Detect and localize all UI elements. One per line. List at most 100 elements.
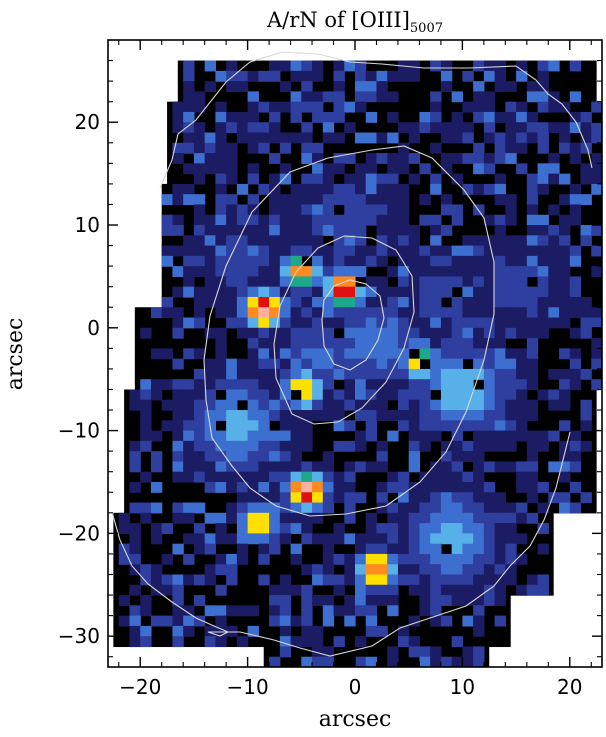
heatmap-cell xyxy=(483,553,496,565)
heatmap-cell xyxy=(505,543,517,555)
heatmap-cell xyxy=(430,276,442,288)
heatmap-cell xyxy=(397,348,410,360)
heatmap-cell xyxy=(150,389,163,401)
heatmap-cell xyxy=(226,81,238,92)
heatmap-cell xyxy=(301,81,313,92)
heatmap-cell xyxy=(526,317,539,329)
heatmap-cell xyxy=(183,512,195,524)
heatmap-cell xyxy=(462,122,474,134)
heatmap-cell xyxy=(419,574,431,586)
heatmap-cell xyxy=(376,153,388,164)
heatmap-cell xyxy=(462,348,474,360)
heatmap-cell xyxy=(322,245,335,257)
heatmap-cell xyxy=(344,533,356,545)
heatmap-cell xyxy=(258,101,270,113)
heatmap-cell xyxy=(526,461,539,473)
heatmap-cell xyxy=(462,656,474,667)
heatmap-cell xyxy=(473,358,485,370)
heatmap-cell xyxy=(365,286,378,298)
heatmap-cell xyxy=(408,173,421,185)
heatmap-cell xyxy=(258,553,270,565)
heatmap-cell xyxy=(494,523,506,534)
heatmap-cell xyxy=(365,625,378,637)
heatmap-cell xyxy=(505,132,517,144)
heatmap-cell xyxy=(333,471,345,483)
heatmap-cell xyxy=(247,605,259,617)
heatmap-cell xyxy=(312,512,324,524)
heatmap-cell xyxy=(419,296,431,308)
heatmap-cell xyxy=(430,111,442,123)
heatmap-cell xyxy=(397,512,410,524)
heatmap-cell xyxy=(451,204,463,216)
heatmap-cell xyxy=(505,410,517,421)
footprint-row xyxy=(167,101,602,113)
heatmap-cell xyxy=(419,564,431,576)
heatmap-cell xyxy=(226,142,238,154)
heatmap-cell xyxy=(236,296,249,308)
heatmap-cell xyxy=(193,225,206,236)
heatmap-cell xyxy=(430,605,442,617)
heatmap-cell xyxy=(204,214,216,226)
heatmap-cell xyxy=(269,368,281,380)
heatmap-cell xyxy=(226,122,238,134)
heatmap-cell xyxy=(494,543,506,555)
heatmap-cell xyxy=(440,481,453,493)
heatmap-cell xyxy=(161,584,174,596)
heatmap-cell xyxy=(322,173,335,185)
heatmap-cell xyxy=(279,389,292,401)
heatmap-cell xyxy=(419,317,431,329)
heatmap-cell xyxy=(258,379,270,391)
heatmap-cell xyxy=(494,194,506,206)
heatmap-cell xyxy=(559,122,571,134)
heatmap-cell xyxy=(290,584,302,596)
heatmap-cell xyxy=(451,132,463,144)
heatmap-cell xyxy=(333,276,345,288)
heatmap-cell xyxy=(118,595,131,606)
heatmap-cell xyxy=(451,91,463,103)
heatmap-cell xyxy=(193,368,206,380)
heatmap-cell xyxy=(215,471,227,483)
heatmap-cell xyxy=(193,595,206,606)
heatmap-cell xyxy=(376,235,388,247)
heatmap-cell xyxy=(462,101,474,113)
heatmap-cell xyxy=(236,327,249,339)
heatmap-cell xyxy=(516,389,528,401)
heatmap-cell xyxy=(322,451,335,463)
heatmap-cell xyxy=(312,348,324,360)
heatmap-cell xyxy=(526,81,539,92)
heatmap-cell xyxy=(548,368,560,380)
heatmap-cell xyxy=(301,605,313,617)
heatmap-cell xyxy=(269,512,281,524)
heatmap-cell xyxy=(236,636,249,648)
heatmap-cell xyxy=(537,255,549,267)
heatmap-cell xyxy=(193,461,206,473)
heatmap-cell xyxy=(419,605,431,617)
heatmap-cell xyxy=(150,451,163,463)
heatmap-cell xyxy=(333,266,345,278)
heatmap-cell xyxy=(559,368,571,380)
heatmap-cell xyxy=(397,142,410,154)
heatmap-cell xyxy=(387,225,399,236)
heatmap-cell xyxy=(537,132,549,144)
heatmap-cell xyxy=(473,471,485,483)
heatmap-cell xyxy=(269,235,281,247)
heatmap-cell xyxy=(387,574,399,586)
heatmap-cell xyxy=(462,481,474,493)
heatmap-cell xyxy=(451,543,463,555)
heatmap-cell xyxy=(247,338,259,349)
heatmap-cell xyxy=(236,471,249,483)
heatmap-cell xyxy=(462,379,474,391)
heatmap-cell xyxy=(559,286,571,298)
heatmap-cell xyxy=(483,153,496,164)
heatmap-cell xyxy=(269,327,281,339)
heatmap-cell xyxy=(355,235,367,247)
heatmap-cell xyxy=(365,296,378,308)
heatmap-cell xyxy=(559,225,571,236)
heatmap-cell xyxy=(236,368,249,380)
heatmap-cell xyxy=(451,122,463,134)
heatmap-cell xyxy=(440,502,453,514)
heatmap-cell xyxy=(247,440,259,452)
heatmap-cell xyxy=(387,214,399,226)
heatmap-cell xyxy=(451,214,463,226)
heatmap-cell xyxy=(172,266,184,278)
